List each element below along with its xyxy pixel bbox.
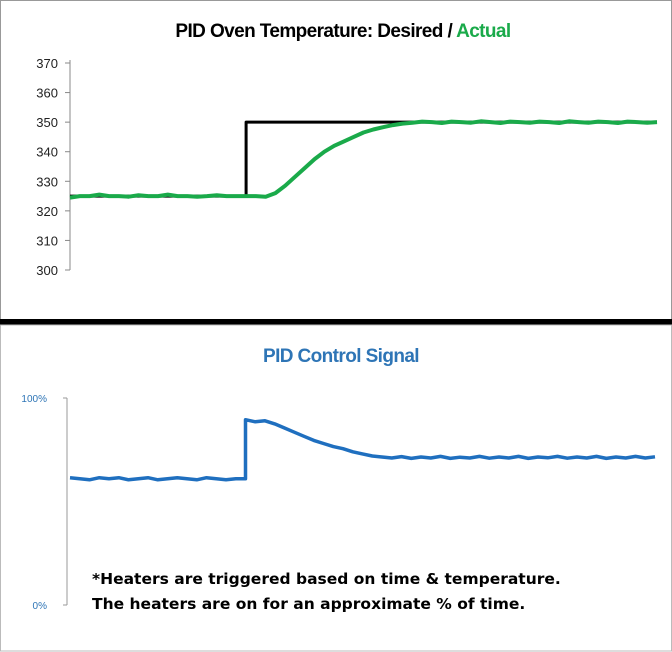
bottom-panel-border	[0, 324, 672, 652]
y-tick-label: 350	[36, 115, 58, 130]
temperature-series	[69, 119, 658, 200]
y-tick-label: 370	[36, 56, 58, 71]
control-y-axis: 0% 100%	[21, 394, 68, 612]
annotation-line-1: *Heaters are triggered based on time & t…	[92, 570, 561, 588]
panel-divider	[0, 319, 672, 325]
y-tick-label: 360	[36, 86, 58, 101]
control-signal-chart-title: PID Control Signal	[263, 346, 419, 367]
control-series	[69, 417, 656, 482]
y-tick-label: 310	[36, 233, 58, 248]
title-desired-part: PID Oven Temperature: Desired /	[175, 21, 456, 42]
y-tick-label: 340	[36, 145, 58, 160]
temperature-chart-title: PID Oven Temperature: Desired / Actual	[175, 21, 510, 42]
y-tick-label: 100%	[21, 394, 47, 405]
control-signal-line	[69, 417, 656, 482]
top-panel-border	[0, 0, 672, 321]
y-tick-label: 320	[36, 204, 58, 219]
y-tick-label: 330	[36, 174, 58, 189]
annotation-line-2: The heaters are on for an approximate % …	[92, 595, 525, 613]
temperature-y-axis: 300 310 320 330 340 350 360 370	[36, 56, 71, 278]
title-actual-part: Actual	[456, 21, 510, 42]
y-tick-label: 0%	[33, 601, 48, 612]
actual-temperature-line	[69, 119, 658, 200]
y-tick-label: 300	[36, 263, 58, 278]
